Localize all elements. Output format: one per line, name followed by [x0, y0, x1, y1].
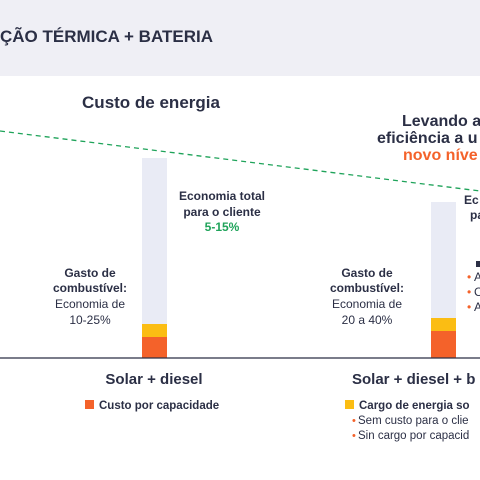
legend-swatch-capacity: [85, 400, 94, 409]
fuel-annotation-label: Gasto de: [341, 266, 393, 280]
bar-segment-capacity: [142, 337, 167, 358]
category-label: Solar + diesel: [105, 371, 202, 388]
bar-segment-energy: [142, 324, 167, 337]
bar-segment-capacity: [431, 331, 456, 358]
page-title: ÇÃO TÉRMICA + BATERIA: [0, 27, 213, 46]
legend-item-energy: Cargo de energia so: [359, 400, 470, 412]
svg-text:•: •: [467, 300, 471, 314]
fuel-annotation-label: Gasto de: [64, 266, 116, 280]
svg-text:•: •: [467, 270, 471, 284]
legend-swatch-energy: [345, 400, 354, 409]
fuel-annotation-value: Economia de: [332, 297, 402, 311]
benefit-bullet: • A: [467, 270, 480, 284]
bars: [142, 158, 456, 358]
bar-segment-energy: [431, 318, 456, 331]
legend-item-capacity: Custo por capacidade: [99, 400, 219, 412]
headline-accent: novo níve: [403, 147, 478, 164]
benefit-bullet: • A: [467, 300, 480, 314]
category-label: Solar + diesel + b: [352, 371, 475, 388]
saving-annotation-label: pa: [470, 208, 480, 222]
bar-segment-fuel: [142, 158, 167, 324]
svg-text:•: •: [352, 430, 356, 442]
headline: Levando a: [402, 113, 480, 130]
benefit-bullet: • C: [467, 285, 480, 299]
legend-subitem: Sem custo para o clie: [358, 415, 469, 427]
header-bar: ÇÃO TÉRMICA + BATERIA: [0, 0, 480, 76]
benefit-bullet-text: C: [474, 285, 480, 299]
headline: eficiência a u: [377, 130, 478, 147]
fuel-annotation-value: 20 a 40%: [342, 313, 393, 327]
cost-chart: Custo de energia Solar + diesel Solar + …: [0, 93, 480, 442]
saving-annotation-value: 5-15%: [205, 220, 240, 234]
bar-segment-fuel: [431, 202, 456, 318]
fuel-annotation-value: Economia de: [55, 297, 125, 311]
saving-annotation-label: Economia total: [179, 189, 265, 203]
fuel-annotation-label: combustível:: [330, 281, 404, 295]
legend-subitem: Sin cargo por capacid: [358, 430, 469, 442]
chart-title: Custo de energia: [82, 93, 220, 112]
saving-annotation-label: Ec: [464, 193, 479, 207]
benefit-bullet-text: A: [474, 300, 480, 314]
svg-text:•: •: [352, 415, 356, 427]
svg-text:•: •: [467, 285, 471, 299]
benefit-bullet-text: A: [474, 270, 480, 284]
fuel-annotation-value: 10-25%: [69, 313, 111, 327]
fuel-annotation-label: combustível:: [53, 281, 127, 295]
bullet-marker: [476, 261, 480, 267]
saving-annotation-label: para o cliente: [183, 205, 261, 219]
